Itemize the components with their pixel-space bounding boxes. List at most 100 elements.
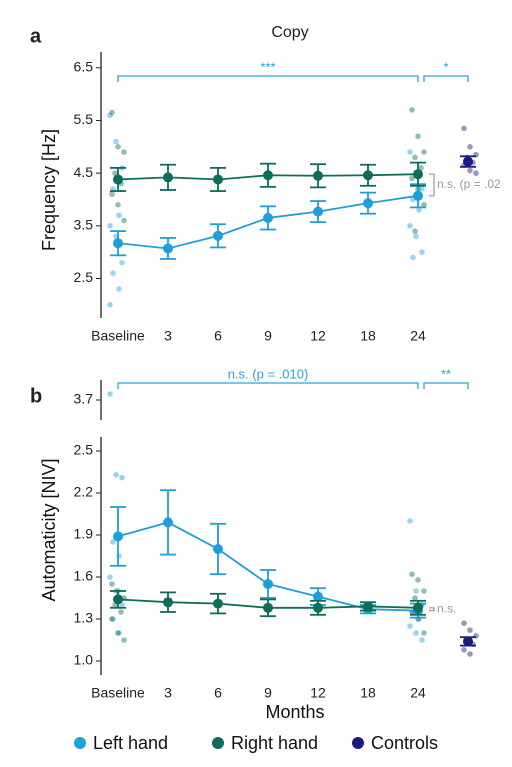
x-tick-label: Baseline	[91, 328, 145, 344]
legend-label: Right hand	[231, 733, 318, 753]
mean-point	[463, 156, 473, 167]
x-tick-label: 12	[310, 685, 326, 701]
mean-point	[313, 170, 323, 181]
significance-label: **	[441, 366, 451, 381]
raw-point	[109, 616, 115, 622]
mean-point	[213, 230, 223, 241]
mean-point	[413, 169, 423, 180]
y-tick-label: 5.5	[74, 111, 94, 127]
x-tick-label: 24	[410, 685, 426, 701]
y-tick-label: 2.2	[74, 484, 94, 500]
y-tick-label: 3.5	[74, 217, 94, 233]
mean-point	[263, 579, 273, 589]
raw-point	[112, 170, 118, 176]
significance-label: ***	[260, 59, 275, 74]
y-tick-label: 1.6	[74, 568, 94, 584]
significance-bracket	[117, 75, 419, 82]
ns-bracket	[429, 607, 435, 612]
raw-point	[107, 302, 113, 308]
y-tick-label: 1.3	[74, 610, 94, 626]
raw-point	[467, 627, 473, 633]
raw-point	[461, 647, 467, 653]
raw-point	[421, 149, 427, 155]
mean-point	[113, 594, 123, 605]
raw-point	[109, 581, 115, 587]
mean-point	[263, 170, 273, 181]
x-tick-label: 6	[214, 328, 222, 344]
raw-point	[107, 574, 113, 580]
mean-point	[163, 517, 173, 528]
raw-point	[121, 149, 127, 155]
mean-point	[463, 636, 473, 647]
y-tick-label: 2.5	[74, 269, 94, 285]
y-tick-label: 6.5	[74, 59, 94, 75]
raw-point	[107, 223, 113, 229]
raw-point	[413, 588, 419, 594]
ns-label: n.s. (p = .02	[437, 177, 501, 191]
raw-point	[116, 212, 122, 219]
raw-point	[412, 595, 418, 601]
mean-point	[113, 531, 123, 542]
x-tick-label: 18	[360, 685, 376, 701]
raw-point	[413, 233, 419, 240]
raw-point	[415, 133, 421, 140]
raw-point	[467, 144, 473, 150]
raw-point	[467, 167, 473, 174]
raw-point	[407, 518, 413, 524]
raw-point	[119, 474, 125, 481]
x-tick-label: 24	[410, 328, 426, 344]
raw-point	[113, 138, 119, 145]
raw-point	[407, 223, 413, 229]
raw-point	[461, 620, 467, 626]
mean-point	[363, 601, 373, 612]
mean-point	[413, 602, 423, 613]
y-axis-label: Frequency [Hz]	[39, 129, 59, 251]
raw-point	[418, 165, 424, 171]
raw-point	[110, 270, 116, 277]
raw-point	[461, 125, 467, 132]
mean-point	[113, 238, 123, 249]
x-tick-label: 9	[264, 685, 272, 701]
raw-point	[421, 630, 427, 636]
raw-point	[421, 588, 427, 594]
mean-point	[113, 174, 123, 185]
raw-point	[119, 259, 125, 266]
raw-point	[419, 637, 425, 643]
raw-point	[116, 286, 122, 292]
raw-point	[409, 175, 415, 182]
raw-point	[109, 109, 115, 116]
significance-label: *	[443, 59, 448, 74]
x-tick-label: 18	[360, 328, 376, 344]
legend-label: Controls	[371, 733, 438, 753]
y-axis-label: Automaticity [NIV]	[39, 458, 59, 601]
panel-label: b	[30, 385, 42, 407]
raw-point	[110, 616, 116, 622]
mean-point	[213, 174, 223, 185]
ns-label: n.s.	[437, 601, 456, 615]
mean-point	[313, 206, 323, 217]
x-tick-label: Baseline	[91, 685, 145, 701]
x-tick-label: 3	[164, 328, 172, 344]
raw-point	[410, 254, 416, 261]
chart-title: Copy	[271, 24, 308, 41]
raw-point	[412, 228, 418, 234]
mean-point	[163, 597, 173, 608]
raw-point	[473, 170, 479, 176]
mean-point	[313, 591, 323, 602]
raw-point	[121, 217, 127, 224]
panel-label: a	[30, 25, 42, 47]
mean-point	[213, 544, 223, 554]
legend-swatch	[74, 737, 86, 749]
raw-point	[109, 191, 115, 198]
x-tick-label: 12	[310, 328, 326, 344]
raw-point	[115, 201, 121, 208]
raw-point	[107, 112, 113, 119]
raw-point	[118, 609, 124, 615]
raw-point	[419, 186, 425, 192]
raw-point	[116, 630, 122, 636]
mean-point	[363, 198, 373, 209]
raw-point	[421, 201, 427, 208]
raw-point	[416, 207, 422, 213]
significance-bracket	[117, 382, 419, 389]
raw-point	[121, 637, 127, 643]
